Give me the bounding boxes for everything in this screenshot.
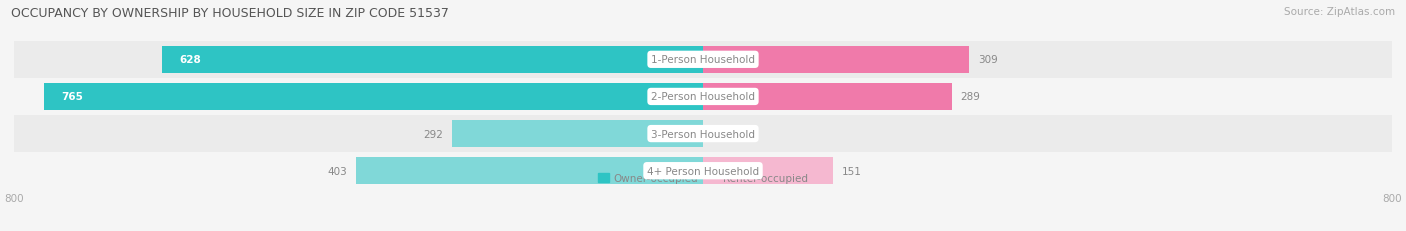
Text: 309: 309: [977, 55, 997, 65]
Text: OCCUPANCY BY OWNERSHIP BY HOUSEHOLD SIZE IN ZIP CODE 51537: OCCUPANCY BY OWNERSHIP BY HOUSEHOLD SIZE…: [11, 7, 449, 20]
Text: 289: 289: [960, 92, 980, 102]
Bar: [162, 47, 703, 73]
Legend: Owner-occupied, Renter-occupied: Owner-occupied, Renter-occupied: [595, 169, 811, 187]
Bar: [356, 158, 703, 184]
Bar: [703, 158, 832, 184]
Bar: [14, 79, 1392, 116]
Bar: [14, 42, 1392, 79]
Text: 765: 765: [62, 92, 83, 102]
Text: 2-Person Household: 2-Person Household: [651, 92, 755, 102]
Text: 0: 0: [711, 129, 718, 139]
Text: 3-Person Household: 3-Person Household: [651, 129, 755, 139]
Text: 292: 292: [423, 129, 443, 139]
Text: 4+ Person Household: 4+ Person Household: [647, 166, 759, 176]
Bar: [44, 84, 703, 110]
Text: Source: ZipAtlas.com: Source: ZipAtlas.com: [1284, 7, 1395, 17]
Bar: [451, 121, 703, 147]
Bar: [703, 84, 952, 110]
Text: 1-Person Household: 1-Person Household: [651, 55, 755, 65]
Text: 151: 151: [842, 166, 862, 176]
Bar: [14, 116, 1392, 152]
Bar: [14, 152, 1392, 189]
Bar: [703, 47, 969, 73]
Text: 628: 628: [180, 55, 201, 65]
Text: 403: 403: [328, 166, 347, 176]
